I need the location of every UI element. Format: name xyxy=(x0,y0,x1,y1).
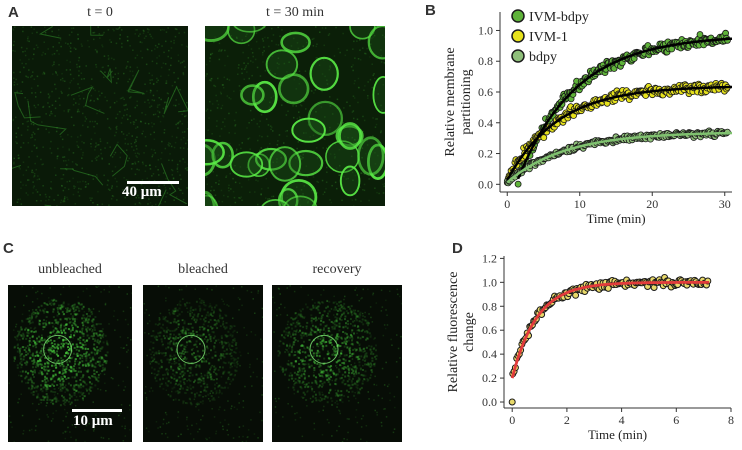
panel-letter-a: A xyxy=(8,4,19,21)
x-tick-label: 6 xyxy=(673,413,679,427)
legend-label: IVM-bdpy xyxy=(529,10,589,25)
x-tick-label: 20 xyxy=(646,197,658,211)
y-axis-label: partitioning xyxy=(459,69,474,134)
micrograph-recovery xyxy=(272,285,402,442)
y-tick-label: 0.2 xyxy=(482,371,497,385)
x-tick-label: 0 xyxy=(509,413,515,427)
y-tick-label: 1.0 xyxy=(478,23,493,37)
scalebar-c xyxy=(72,409,122,412)
y-tick-label: 0.8 xyxy=(482,299,497,313)
legend-marker xyxy=(511,49,525,63)
fit-curve xyxy=(506,85,732,181)
x-tick-label: 10 xyxy=(574,197,586,211)
caption-t0: t = 0 xyxy=(87,5,113,20)
x-axis-label: Time (min) xyxy=(588,427,647,442)
panel-letter-b: B xyxy=(425,2,436,19)
micrograph-unbleached xyxy=(8,285,132,442)
caption-t30: t = 30 min xyxy=(265,5,325,20)
x-tick-label: 2 xyxy=(564,413,570,427)
data-point xyxy=(514,180,522,188)
scalebar-label-a: 40 μm xyxy=(122,184,162,200)
fit-curve xyxy=(510,281,710,379)
y-tick-label: 0.8 xyxy=(478,54,493,68)
legend-marker xyxy=(511,9,525,23)
chart-d: 0 2 4 6 8 0.0 0.2 0.4 0.6 0.8 1.0 1.2 Time (min) Rela… xyxy=(446,251,734,442)
legend-label: bdpy xyxy=(529,50,557,65)
y-tick-label: 1.0 xyxy=(482,275,497,289)
data-point xyxy=(508,398,516,406)
y-tick-label: 0.6 xyxy=(478,85,493,99)
y-tick-label: 0.6 xyxy=(482,323,497,337)
x-axis-label: Time (min) xyxy=(586,211,645,226)
scalebar-a xyxy=(127,181,179,184)
chart-b: 0 10 20 30 0.0 0.2 0.4 0.6 0.8 1.0 Time (min) Relat… xyxy=(443,9,733,226)
data-point xyxy=(540,134,548,142)
panel-letter-d: D xyxy=(452,240,463,257)
y-axis-label: Relative membrane xyxy=(443,47,458,156)
y-tick-label: 0.2 xyxy=(478,147,493,161)
y-tick-label: 0.0 xyxy=(482,395,497,409)
y-tick-label: 0.4 xyxy=(478,116,493,130)
fit-curve xyxy=(506,131,733,184)
data-point xyxy=(604,284,612,292)
x-tick-label: 8 xyxy=(728,413,734,427)
caption-recovery: recovery xyxy=(312,262,362,277)
data-point xyxy=(572,291,580,299)
y-axis-label: Relative fluorescence xyxy=(446,272,461,393)
x-tick-label: 30 xyxy=(719,197,731,211)
legend-marker xyxy=(511,29,525,43)
micrograph-t0 xyxy=(12,26,188,206)
caption-unbleached: unbleached xyxy=(38,262,102,277)
micrograph-t30 xyxy=(205,26,385,206)
y-tick-label: 0.4 xyxy=(482,347,497,361)
micrograph-bleached xyxy=(143,285,263,442)
x-tick-label: 0 xyxy=(504,197,510,211)
scalebar-label-c: 10 μm xyxy=(73,413,113,429)
x-tick-label: 4 xyxy=(619,413,625,427)
data-point xyxy=(696,31,704,38)
y-axis-label: change xyxy=(462,312,477,352)
y-tick-label: 1.2 xyxy=(482,251,497,265)
y-tick-label: 0.0 xyxy=(478,177,493,191)
panel-letter-c: C xyxy=(3,240,14,257)
legend-label: IVM-1 xyxy=(529,30,568,45)
caption-bleached: bleached xyxy=(178,262,228,277)
fit-curve xyxy=(516,37,733,180)
